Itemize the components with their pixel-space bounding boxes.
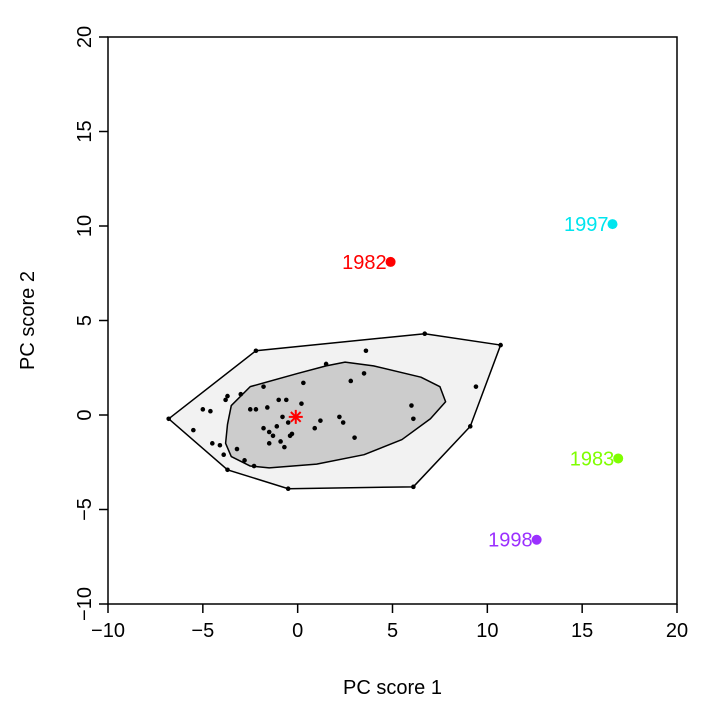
x-tick-label: 0: [292, 620, 303, 642]
data-point: [467, 424, 473, 429]
outlier-label-1997: 1997: [564, 214, 609, 236]
data-point: [265, 405, 270, 410]
data-point: [191, 427, 196, 433]
data-point: [261, 384, 266, 389]
data-points-layer: [166, 331, 503, 492]
data-point: [411, 416, 416, 422]
data-point: [301, 380, 306, 386]
data-point: [352, 435, 357, 440]
data-point: [348, 378, 354, 384]
y-axis: −10 −5 0 5 10 15 20: [74, 26, 108, 621]
data-point: [312, 425, 318, 431]
x-axis: −10 −5 0 5 10 15 20: [91, 604, 688, 642]
data-point: [210, 441, 215, 446]
data-point: [289, 431, 295, 437]
x-tick-label: 10: [476, 620, 498, 642]
data-point: [409, 403, 414, 408]
data-point: [242, 458, 247, 463]
outlier-label-1998: 1998: [488, 530, 533, 552]
data-point: [411, 484, 416, 490]
data-point: [498, 342, 503, 348]
data-point: [285, 420, 291, 425]
data-point: [363, 348, 369, 354]
x-tick-label: −5: [191, 620, 214, 642]
x-tick-label: 5: [387, 620, 398, 642]
outlier-label-1983: 1983: [570, 448, 615, 470]
y-tick-label: −10: [74, 587, 96, 621]
data-point: [473, 384, 479, 389]
data-point: [253, 407, 259, 412]
outliers-layer: 1982 1997 1983 1998: [342, 214, 624, 552]
data-point: [266, 441, 272, 446]
y-tick-label: 15: [74, 120, 96, 142]
outlier-point-1998: [531, 534, 542, 545]
data-point: [282, 444, 287, 450]
median-star-marker: [288, 409, 303, 424]
data-point: [270, 433, 276, 439]
data-point: [261, 425, 266, 431]
plot-frame: [107, 36, 678, 605]
data-point: [266, 429, 272, 435]
data-point: [208, 408, 213, 414]
data-point: [299, 401, 304, 406]
data-point: [253, 348, 259, 354]
data-point: [285, 486, 291, 492]
data-point: [223, 397, 228, 403]
x-tick-label: 15: [571, 620, 593, 642]
outlier-point-1982: [385, 256, 396, 267]
data-point: [340, 420, 346, 425]
data-point: [234, 446, 240, 452]
outlier-point-1983: [613, 453, 624, 464]
x-axis-title: PC score 1: [343, 677, 442, 699]
x-tick-label: 20: [666, 620, 688, 642]
median-layer: [288, 409, 303, 424]
data-point: [361, 371, 367, 376]
x-tick-label: −10: [91, 620, 125, 642]
data-point: [337, 414, 342, 420]
data-point: [422, 331, 428, 337]
y-tick-label: 0: [74, 409, 96, 420]
data-point: [225, 467, 230, 473]
y-tick-label: 5: [74, 315, 96, 326]
data-point: [280, 414, 285, 420]
data-point: [276, 397, 282, 403]
data-point: [200, 407, 206, 412]
data-point: [247, 407, 253, 412]
outlier-label-1982: 1982: [342, 252, 387, 274]
data-point: [318, 418, 323, 423]
data-point: [323, 361, 329, 367]
y-axis-title: PC score 2: [17, 271, 39, 370]
data-point: [225, 393, 230, 399]
data-point: [283, 397, 289, 403]
y-tick-label: 10: [74, 215, 96, 237]
data-point: [238, 391, 244, 397]
data-point: [221, 452, 226, 457]
y-tick-label: 20: [74, 26, 96, 48]
data-point: [166, 416, 171, 422]
data-point: [251, 463, 257, 469]
data-point: [278, 439, 283, 444]
outlier-point-1997: [607, 219, 618, 230]
data-point: [274, 424, 280, 429]
y-tick-label: −5: [74, 498, 96, 521]
data-point: [217, 442, 223, 448]
